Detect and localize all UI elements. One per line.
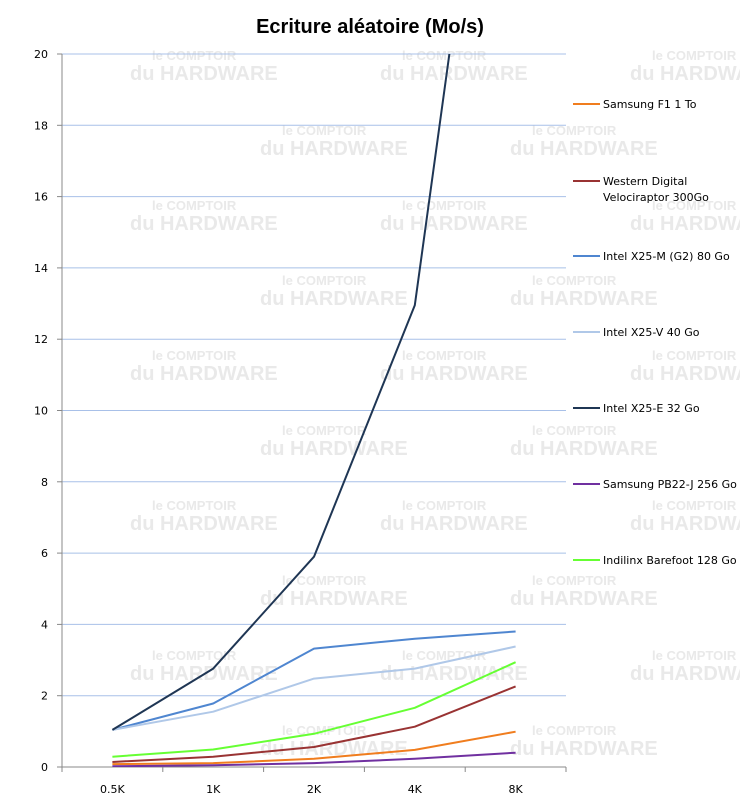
chart-title: Ecriture aléatoire (Mo/s) — [256, 16, 484, 38]
watermark-text: le COMPTOIR — [402, 198, 487, 213]
y-tick-label: 4 — [41, 618, 48, 631]
watermark-text: du HARDWARE — [130, 63, 278, 85]
watermark-text: du HARDWARE — [260, 438, 408, 460]
y-tick-label: 20 — [34, 48, 48, 61]
watermark-text: du HARDWARE — [130, 363, 278, 385]
legend-label: Velociraptor 300Go — [603, 191, 709, 204]
watermark-text: du HARDWARE — [510, 438, 658, 460]
watermark-text: le COMPTOIR — [152, 198, 237, 213]
watermark-text: du HARDWARE — [260, 588, 408, 610]
y-tick-label: 18 — [34, 119, 48, 132]
x-tick-label: 4K — [408, 783, 423, 796]
watermark-text: le COMPTOIR — [532, 573, 617, 588]
watermark-text: du HARDWARE — [510, 738, 658, 760]
y-tick-label: 16 — [34, 191, 48, 204]
watermark-text: du HARDWARE — [130, 513, 278, 535]
legend-label: Intel X25-V 40 Go — [603, 326, 700, 339]
watermark-text: du HARDWARE — [380, 63, 528, 85]
legend-label: Intel X25-E 32 Go — [603, 402, 700, 415]
watermark-text: le COMPTOIR — [532, 723, 617, 738]
y-tick-label: 0 — [41, 761, 48, 774]
watermark-text: du HARDWARE — [630, 363, 740, 385]
x-tick-label: 2K — [307, 783, 322, 796]
y-tick-label: 6 — [41, 547, 48, 560]
watermark-text: le COMPTOIR — [402, 648, 487, 663]
watermark-text: du HARDWARE — [630, 63, 740, 85]
watermark-text: le COMPTOIR — [282, 123, 367, 138]
legend-label: Indilinx Barefoot 128 Go — [603, 554, 737, 567]
watermark-text: du HARDWARE — [260, 138, 408, 160]
axes: 0 2 4 6 8 10 12 14 16 18 20 0.5K 1K 2K 4K 8K — [34, 48, 567, 796]
x-tick-label: 1K — [206, 783, 221, 796]
watermark-text: du HARDWARE — [630, 513, 740, 535]
watermark-text: du HARDWARE — [130, 213, 278, 235]
watermark-text: le COMPTOIR — [282, 423, 367, 438]
watermark-text: le COMPTOIR — [652, 48, 737, 63]
watermark-text: du HARDWARE — [510, 138, 658, 160]
legend-label: Intel X25-M (G2) 80 Go — [603, 250, 730, 263]
watermark-text: le COMPTOIR — [152, 498, 237, 513]
watermark-text: du HARDWARE — [380, 513, 528, 535]
watermark-text: le COMPTOIR — [532, 123, 617, 138]
watermark-text: le COMPTOIR — [652, 198, 737, 213]
watermark-text: le COMPTOIR — [652, 648, 737, 663]
watermark-text: le COMPTOIR — [402, 48, 487, 63]
y-tick-label: 8 — [41, 476, 48, 489]
series-line — [112, 645, 516, 731]
watermark-text: le COMPTOIR — [152, 348, 237, 363]
watermark-text: le COMPTOIR — [152, 48, 237, 63]
watermark-text: du HARDWARE — [630, 663, 740, 685]
watermark-text: du HARDWARE — [510, 288, 658, 310]
watermark-text: le COMPTOIR — [532, 423, 617, 438]
legend-label: Western Digital — [603, 175, 687, 188]
watermark-text: du HARDWARE — [630, 213, 740, 235]
watermark-text: le COMPTOIR — [402, 348, 487, 363]
series-line — [112, 685, 516, 763]
series-lines — [111, 54, 517, 767]
watermark-text: du HARDWARE — [260, 288, 408, 310]
legend-label: Samsung F1 1 To — [603, 98, 697, 111]
watermark-text: le COMPTOIR — [652, 498, 737, 513]
watermark-text: le COMPTOIR — [282, 273, 367, 288]
watermark-text: le COMPTOIR — [652, 348, 737, 363]
watermark-text: le COMPTOIR — [282, 573, 367, 588]
watermark-text: du HARDWARE — [510, 588, 658, 610]
legend: Samsung F1 1 To Western Digital Velocirapt… — [573, 98, 737, 567]
legend-label: Samsung PB22-J 256 Go — [603, 478, 737, 491]
x-tick-label: 8K — [508, 783, 523, 796]
series-line — [112, 630, 516, 731]
watermark-text: du HARDWARE — [380, 363, 528, 385]
watermark-text: le COMPTOIR — [402, 498, 487, 513]
watermark-text: le COMPTOIR — [152, 648, 237, 663]
y-tick-label: 2 — [41, 690, 48, 703]
watermark-text: le COMPTOIR — [532, 273, 617, 288]
y-tick-label: 10 — [34, 405, 48, 418]
x-tick-label: 0.5K — [100, 783, 125, 796]
gridlines — [62, 53, 566, 697]
series-line — [112, 751, 516, 767]
y-tick-label: 14 — [34, 262, 48, 275]
series-line — [112, 661, 517, 758]
watermark-text: du HARDWARE — [380, 213, 528, 235]
y-tick-label: 12 — [34, 333, 48, 346]
series-line — [111, 54, 451, 731]
series-line — [112, 730, 516, 766]
